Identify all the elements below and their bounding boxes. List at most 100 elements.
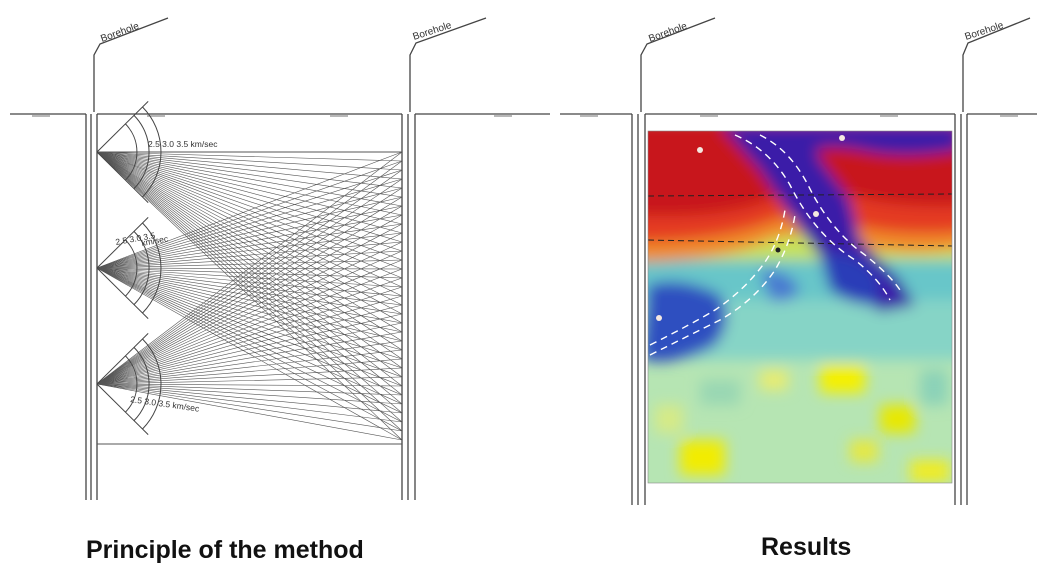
ray-path [96, 349, 403, 385]
ray-path [96, 223, 403, 385]
ray-path [96, 383, 403, 405]
ray-path [96, 340, 403, 385]
ray-path [96, 376, 403, 385]
ray-path [96, 187, 403, 269]
ray-path [96, 383, 403, 441]
ray-path [96, 151, 403, 441]
ray-path [96, 383, 403, 423]
velocity-label-mid-b: km/sec [141, 233, 170, 248]
ray-path [96, 151, 403, 279]
ray-path [96, 223, 403, 269]
ray-path [96, 214, 403, 385]
ray-path [96, 267, 403, 270]
ray-path [96, 151, 403, 315]
ray-path [96, 241, 403, 269]
ray-paths [96, 151, 403, 445]
borehole-label-left-b: Borehole [412, 20, 454, 43]
borehole-label-right-a: Borehole [647, 21, 689, 45]
ray-path [96, 151, 403, 252]
ray-path [96, 151, 403, 306]
ray-path [96, 151, 403, 225]
ray-path [96, 267, 403, 432]
fan-boundary [96, 151, 149, 203]
wavefront-arc [133, 115, 150, 189]
marker-3 [813, 211, 819, 217]
ray-path [96, 151, 403, 216]
wavefront-arcs [96, 101, 162, 435]
ray-path [96, 304, 403, 385]
marker-2 [839, 135, 845, 141]
marker-4 [656, 315, 662, 321]
ray-path [96, 151, 403, 369]
ray-path [96, 250, 403, 269]
ray-path [96, 205, 403, 385]
ray-path [96, 151, 403, 414]
ray-path [96, 214, 403, 269]
fan-boundary [96, 383, 149, 435]
wavefront-arc [125, 355, 138, 413]
ray-path [96, 160, 403, 385]
ray-path [96, 151, 403, 333]
ray-path [96, 286, 403, 385]
ray-path [96, 151, 403, 207]
ray-path [96, 367, 403, 385]
ray-path [96, 331, 403, 385]
ray-path [96, 267, 403, 369]
wavefront-arc [142, 338, 162, 430]
ray-path [96, 160, 403, 269]
borehole-right [401, 17, 487, 500]
velocity-label-bottom: 2.5 3.0 3.5 km/sec [130, 394, 201, 414]
ray-path [96, 151, 403, 351]
ray-path [96, 151, 403, 261]
ray-path [96, 151, 403, 432]
ray-path [96, 250, 403, 385]
caption-principle: Principle of the method [86, 536, 364, 564]
fan-boundary [96, 333, 149, 385]
borehole-label-right-b: Borehole [964, 20, 1006, 43]
ray-path [96, 383, 403, 432]
ray-path [96, 268, 403, 385]
wavefront-arc [133, 231, 150, 305]
ray-path [96, 267, 403, 360]
ray-path [96, 358, 403, 385]
ray-path [96, 267, 403, 306]
wavefront-arc [142, 222, 162, 314]
ray-path [96, 267, 403, 423]
ray-path [96, 267, 403, 387]
ray-path [96, 267, 403, 405]
ray-path [96, 151, 403, 270]
ray-path [96, 151, 403, 342]
ray-path [96, 383, 403, 414]
ray-path [96, 383, 403, 396]
marker-1 [697, 147, 703, 153]
ray-path [96, 151, 403, 243]
ray-path [96, 267, 403, 396]
right-panel: Borehole Borehole [560, 17, 1037, 505]
ray-path [96, 151, 403, 198]
ray-path [96, 151, 403, 405]
ray-path [96, 277, 403, 385]
ray-path [96, 241, 403, 385]
borehole-label-left-a: Borehole [99, 21, 141, 45]
velocity-label-top: 2.5 3.0 3.5 km/sec [148, 139, 218, 149]
ray-path [96, 151, 403, 324]
ray-path [96, 267, 403, 288]
fan-boundary [96, 217, 149, 269]
ray-path [96, 151, 403, 423]
ray-path [96, 187, 403, 385]
ray-path [96, 169, 403, 269]
ray-path [96, 267, 403, 279]
borehole-right-panel-right [954, 17, 1031, 505]
ray-path [96, 169, 403, 385]
ray-path [96, 259, 403, 385]
ray-path [96, 151, 403, 189]
ray-path [96, 232, 403, 269]
ray-path [96, 151, 403, 171]
ray-path [96, 383, 403, 387]
caption-results: Results [761, 533, 852, 561]
ray-path [96, 151, 403, 162]
ray-path [96, 151, 403, 180]
fan-boundary [96, 267, 149, 319]
ray-path [96, 295, 403, 385]
